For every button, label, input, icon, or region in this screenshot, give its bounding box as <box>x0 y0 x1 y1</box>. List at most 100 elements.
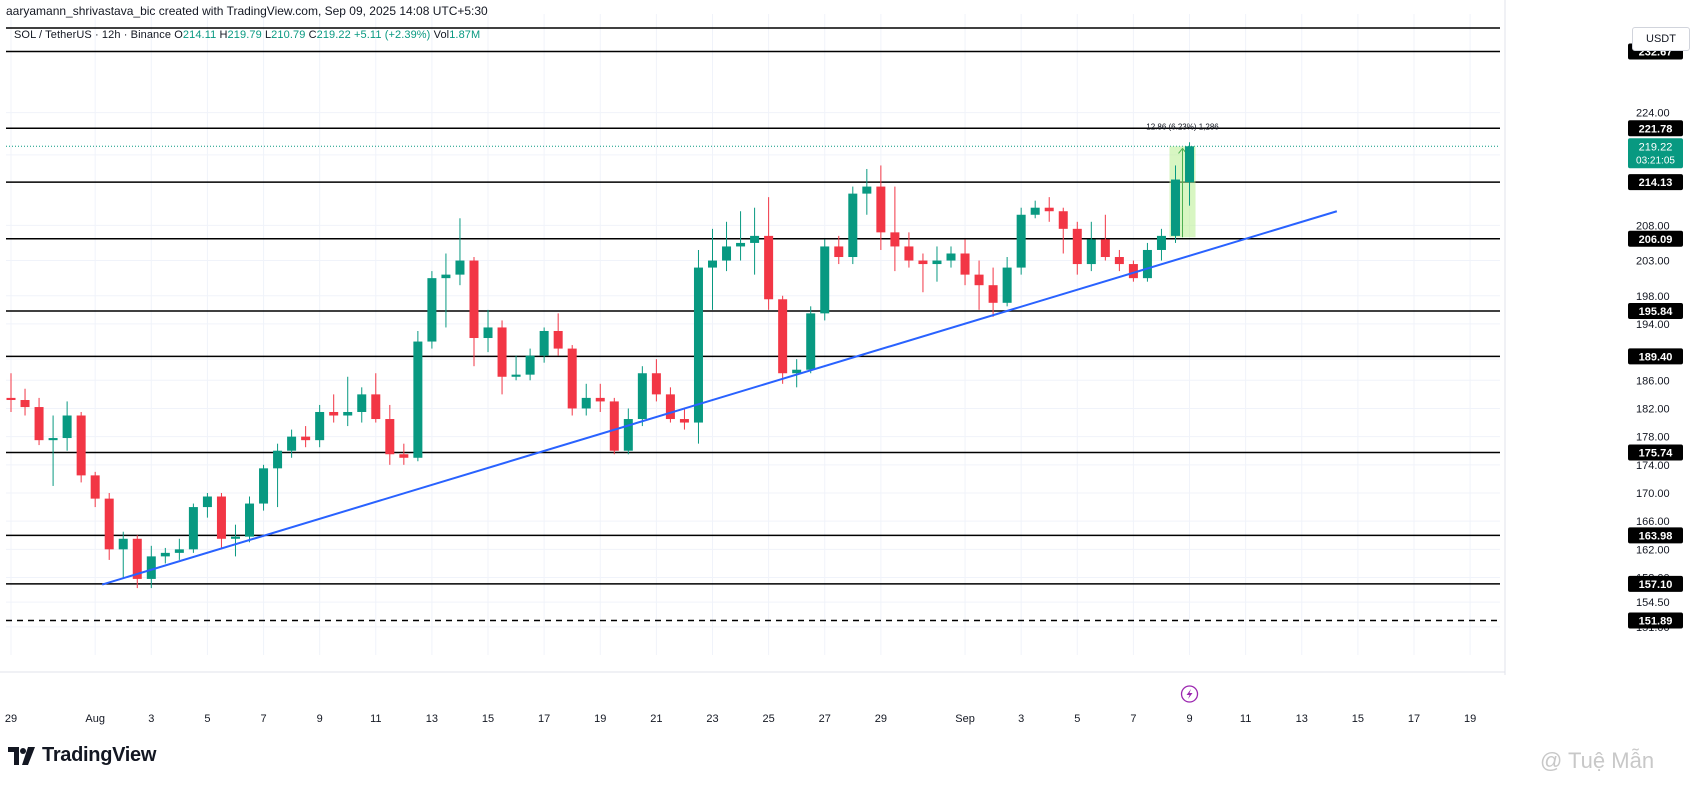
candle <box>469 257 479 367</box>
level-price-tag[interactable] <box>1628 612 1683 629</box>
alert-icon-bolt <box>1186 689 1193 699</box>
candle-body <box>553 330 563 349</box>
candle-body <box>469 260 479 339</box>
price-tick-label: 194.00 <box>1636 319 1670 331</box>
alert-icon[interactable] <box>1180 685 1199 703</box>
candle <box>834 235 844 265</box>
candle <box>343 376 353 427</box>
level-price-tag[interactable] <box>1628 348 1683 365</box>
candle-body <box>20 400 30 408</box>
candle-body <box>6 397 16 401</box>
candle <box>820 239 830 321</box>
candle-body <box>104 498 114 550</box>
candle-body <box>693 267 703 423</box>
alert-icon-ring[interactable] <box>1180 685 1199 703</box>
candle-body <box>146 556 156 579</box>
candle <box>862 168 872 215</box>
candle <box>736 211 746 261</box>
currency-unit-button[interactable]: USDT <box>1632 27 1690 51</box>
candle <box>1072 221 1082 275</box>
time-tick-label: 7 <box>260 713 266 725</box>
candle <box>1030 200 1040 219</box>
candle <box>385 404 395 465</box>
volume-label: Vol <box>433 29 450 41</box>
candle <box>567 345 577 416</box>
watermark-text: @ Tuệ Mẫn <box>1540 748 1655 773</box>
candle <box>806 306 816 374</box>
price-tick-label: 186.00 <box>1636 375 1670 387</box>
level-price-text: 157.10 <box>1639 579 1673 591</box>
candle <box>62 401 72 451</box>
tradingview-logo[interactable]: TradingView <box>8 744 156 767</box>
candle-body <box>932 260 942 265</box>
candle <box>174 538 184 560</box>
candle <box>483 309 493 353</box>
price-tick-label: 174.00 <box>1636 460 1670 472</box>
candle <box>202 492 212 518</box>
candle-body <box>679 419 689 423</box>
candle-body <box>567 348 577 409</box>
level-price-tag[interactable] <box>1628 444 1683 461</box>
level-price-tag[interactable] <box>1628 120 1683 137</box>
candle <box>287 429 297 458</box>
candle <box>1170 165 1180 243</box>
candle-body <box>960 253 970 275</box>
trendline[interactable] <box>101 210 1338 586</box>
ascending-trendline[interactable] <box>101 210 1338 586</box>
open-label: O <box>174 29 183 41</box>
measure-label: 12.86 (6.23%) 1,286 <box>1146 122 1219 131</box>
candle <box>413 330 423 462</box>
candle <box>1016 207 1026 275</box>
candle <box>160 547 170 564</box>
level-price-tag[interactable] <box>1628 174 1683 191</box>
candle-body <box>1100 239 1110 258</box>
time-tick-label: 15 <box>1352 713 1364 725</box>
candle <box>371 373 381 423</box>
symbol-name[interactable]: SOL / TetherUS · 12h · Binance <box>14 29 172 41</box>
close-value: 219.22 <box>316 29 351 41</box>
price-tick-label: 170.00 <box>1636 488 1670 500</box>
candle-body <box>581 397 591 409</box>
candle-body <box>806 313 816 370</box>
candle-body <box>1058 211 1068 229</box>
candle-body <box>750 235 760 243</box>
candle-body <box>988 285 998 303</box>
level-price-tag[interactable] <box>1628 575 1683 592</box>
time-tick-label: 23 <box>706 713 718 725</box>
price-axis[interactable]: 224.00218.00208.00203.00198.00194.00189.… <box>1504 0 1695 675</box>
candle-body <box>1072 228 1082 265</box>
level-price-tag[interactable] <box>1628 302 1683 319</box>
candle-body <box>62 415 72 439</box>
candle <box>946 246 956 268</box>
candle-body <box>1016 214 1026 268</box>
time-tick-label: 29 <box>5 713 17 725</box>
price-range-measure[interactable]: 12.86 (6.23%) 1,286 <box>1146 122 1219 238</box>
candle-body <box>399 454 409 458</box>
candle <box>1086 221 1096 272</box>
candle-body <box>287 436 297 451</box>
candle-body <box>1002 267 1012 303</box>
candle <box>273 443 283 508</box>
time-tick-label: 25 <box>762 713 774 725</box>
candle <box>595 383 605 412</box>
time-tick-label: 11 <box>1240 713 1251 725</box>
last-price-value: 219.22 <box>1639 141 1673 153</box>
level-price-tag[interactable] <box>1628 230 1683 247</box>
watermark: @ Tuệ Mẫn <box>1540 748 1654 774</box>
candle-body <box>918 260 928 265</box>
time-tick-label: 19 <box>594 713 606 725</box>
candle-body <box>708 260 717 268</box>
last-price-tag[interactable] <box>1628 138 1683 169</box>
time-tick-label: 5 <box>1074 713 1080 725</box>
candle <box>357 387 367 423</box>
candle-body <box>76 415 86 476</box>
level-price-tag[interactable] <box>1628 527 1683 544</box>
time-axis[interactable]: 29 Aug 3 5 7 9 11 13 15 17 19 21 23 25 27 29 Sep 3 5 7 9 11 13… <box>0 671 1505 725</box>
candle-body <box>132 538 142 579</box>
symbol-legend: SOL / TetherUS · 12h · Binance O214.11 H… <box>14 29 480 41</box>
tradingview-logo-icon <box>8 746 36 765</box>
time-tick-label: 11 <box>370 713 381 725</box>
candle <box>1058 207 1068 254</box>
candle-body <box>273 450 283 469</box>
